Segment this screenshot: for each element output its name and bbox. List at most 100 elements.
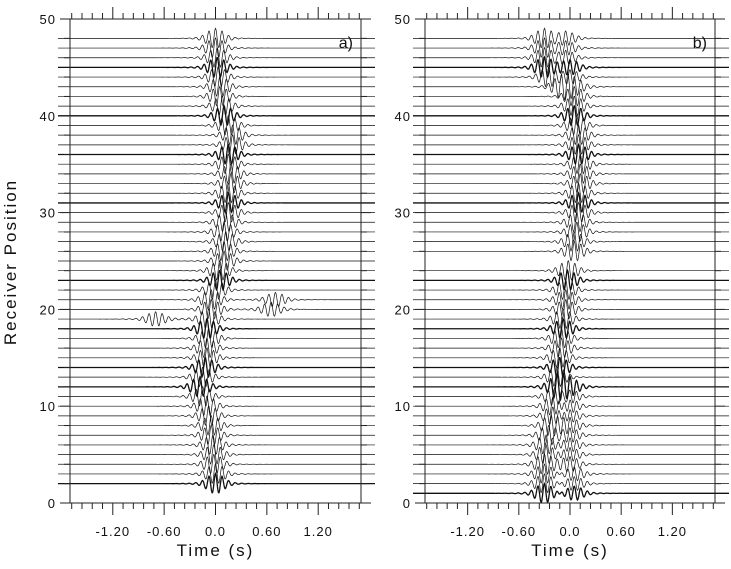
- y-tick-label: 10: [395, 399, 411, 414]
- seismic-trace: [413, 95, 729, 117]
- seismic-trace: [413, 337, 729, 358]
- seismic-trace: [413, 124, 729, 145]
- seismic-trace: [58, 104, 375, 126]
- seismic-trace: [58, 424, 375, 446]
- seismic-trace: [58, 279, 375, 300]
- y-tick-label: 20: [395, 302, 411, 317]
- x-tick-label: 0.0: [559, 524, 580, 539]
- seismic-trace: [58, 317, 375, 339]
- seismic-trace: [413, 444, 729, 465]
- seismic-trace: [413, 356, 729, 379]
- seismic-trace: [413, 46, 729, 68]
- seismic-trace: [413, 142, 729, 165]
- y-tick-label: 30: [40, 206, 56, 221]
- seismic-trace: [58, 163, 375, 184]
- seismic-trace: [413, 317, 729, 340]
- seismic-trace: [413, 153, 729, 175]
- seismic-trace: [58, 260, 375, 281]
- seismic-trace: [58, 191, 375, 214]
- seismic-trace: [413, 133, 729, 155]
- seismic-trace: [58, 250, 375, 271]
- seismic-trace: [413, 37, 729, 58]
- seismic-trace: [413, 221, 729, 243]
- seismic-trace: [413, 289, 729, 310]
- x-axis-title: Time (s): [531, 541, 609, 560]
- seismic-trace: [413, 372, 729, 402]
- seismic-trace: [58, 366, 375, 388]
- seismic-trace: [58, 76, 375, 97]
- seismic-trace: [413, 114, 729, 136]
- seismic-trace: [413, 327, 729, 349]
- seismic-trace: [413, 406, 729, 426]
- seismic-trace: [413, 211, 729, 233]
- seismic-trace: [413, 299, 729, 320]
- panel-label: a): [339, 35, 353, 52]
- seismic-trace: [58, 182, 375, 204]
- y-tick-label: 40: [395, 109, 411, 124]
- seismic-trace: [58, 212, 375, 233]
- seismic-trace: [58, 95, 375, 117]
- seismic-trace: [58, 375, 375, 398]
- seismic-trace: [58, 453, 375, 475]
- x-tick-label: 0.60: [252, 524, 281, 539]
- seismic-trace: [58, 385, 375, 407]
- seismic-trace: [58, 269, 375, 292]
- seismic-trace: [58, 86, 375, 107]
- seismic-trace: [413, 231, 729, 252]
- seismic-trace: [413, 425, 729, 446]
- x-tick-label: 1.20: [658, 524, 687, 539]
- panel-label: b): [693, 35, 707, 52]
- y-tick-label: 10: [40, 399, 56, 414]
- seismic-trace: [413, 66, 729, 88]
- seismic-trace: [413, 260, 729, 281]
- seismic-trace: [58, 405, 375, 426]
- seismic-trace: [58, 444, 375, 465]
- seismic-trace: [58, 231, 375, 252]
- seismic-trace: [58, 337, 375, 358]
- seismic-trace: [58, 308, 375, 330]
- x-tick-label: 0.60: [607, 524, 636, 539]
- seismic-trace: [58, 221, 375, 242]
- seismic-trace: [413, 453, 729, 475]
- seismic-trace: [58, 434, 375, 455]
- seismic-trace: [58, 143, 375, 166]
- seismic-trace: [58, 346, 375, 368]
- seismic-trace: [58, 134, 375, 155]
- seismic-trace: [413, 55, 729, 79]
- seismic-trace: [58, 289, 375, 310]
- seismic-trace: [58, 37, 375, 58]
- seismic-trace: [58, 415, 375, 436]
- seismic-trace: [58, 66, 375, 87]
- seismic-trace: [413, 386, 729, 407]
- y-tick-label: 30: [395, 206, 411, 221]
- seismic-trace: [413, 463, 729, 484]
- y-tick-label: 50: [395, 12, 411, 27]
- seismic-trace: [413, 73, 729, 101]
- seismic-trace: [58, 395, 375, 416]
- seismic-trace: [58, 172, 375, 194]
- seismic-trace: [413, 473, 729, 494]
- x-tick-label: -1.20: [450, 524, 485, 539]
- seismic-trace: [58, 356, 375, 379]
- seismic-trace: [413, 482, 729, 504]
- y-tick-label: 40: [40, 109, 56, 124]
- seismic-trace: [58, 56, 375, 79]
- panel-b: -1.20 -0.60 0.0 0.60 1.20 0 10 20 30 40 50 Time (s)…: [395, 7, 729, 560]
- seismic-trace: [413, 241, 729, 262]
- seismic-trace: [413, 86, 729, 107]
- seismic-trace: [413, 191, 729, 213]
- seismic-trace: [58, 471, 375, 494]
- seismic-trace: [58, 27, 375, 48]
- y-tick-label: 0: [48, 496, 56, 511]
- y-tick-label: 0: [403, 496, 411, 511]
- seismic-trace: [58, 463, 375, 484]
- seismic-trace: [413, 27, 729, 48]
- seismic-trace: [58, 240, 375, 262]
- seismic-trace: [58, 202, 375, 223]
- x-tick-label: -1.20: [95, 524, 130, 539]
- seismic-trace: [413, 308, 729, 330]
- seismic-trace: [413, 268, 729, 291]
- x-tick-label: -0.60: [147, 524, 182, 539]
- seismic-trace: [413, 173, 729, 194]
